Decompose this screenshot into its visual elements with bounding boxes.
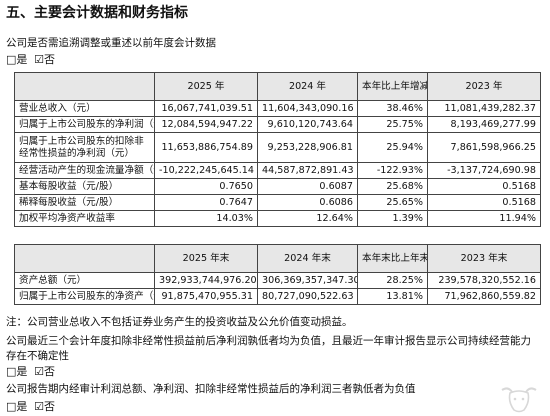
- checkbox-no[interactable]: ☑否: [34, 400, 55, 413]
- cell-change: 28.25%: [357, 272, 428, 289]
- cell-change: 1.39%: [357, 210, 428, 227]
- checkbox-no[interactable]: ☑否: [34, 53, 55, 66]
- cell-value: 0.7647: [154, 194, 258, 211]
- table-row: 归属于上市公司股东的净资产（元） 91,875,470,955.31 80,72…: [14, 288, 541, 305]
- cell-value: 9,610,120,743.64: [257, 116, 358, 133]
- cell-value: 9,253,228,906.81: [257, 132, 358, 163]
- note-negative-profit: 公司报告期内经审计利润总额、净利润、扣除非经常性损益后的净利润三者孰低者为负值: [6, 383, 416, 395]
- cell-change: 25.65%: [357, 194, 428, 211]
- cell-value: 44,587,872,891.43: [257, 162, 358, 179]
- cell-value: 11,081,439,282.37: [427, 100, 541, 117]
- row-label: 资产总额（元）: [14, 272, 155, 289]
- cell-value: 11,653,886,754.89: [154, 132, 258, 163]
- restate-question: 公司是否需追溯调整或重述以前年度会计数据: [6, 37, 216, 49]
- table-header-row: 2025 年 2024 年 本年比上年增减 2023 年: [14, 72, 541, 101]
- table-row: 营业总收入（元） 16,067,741,039.51 11,604,343,09…: [14, 100, 541, 117]
- table-row: 经营活动产生的现金流量净额（元） -10,222,245,645.14 44,5…: [14, 162, 541, 179]
- header-cell: 2025 年末: [154, 244, 258, 273]
- cell-value: 0.6086: [257, 194, 358, 211]
- cell-value: 91,875,470,955.31: [154, 288, 258, 305]
- row-label: 加权平均净资产收益率: [14, 210, 155, 227]
- cell-value: 392,933,744,976.20: [154, 272, 258, 289]
- row-label: 营业总收入（元）: [14, 100, 155, 117]
- cell-value: 71,962,860,559.82: [427, 288, 541, 305]
- cell-value: 12.64%: [257, 210, 358, 227]
- checkbox-no[interactable]: ☑否: [34, 365, 55, 378]
- cell-value: 11,604,343,090.16: [257, 100, 358, 117]
- cell-change: -122.93%: [357, 162, 428, 179]
- row-label: 归属于上市公司股东的扣除非经常性损益的净利润（元）: [14, 132, 155, 163]
- balance-indicators-table: 2025 年末 2024 年末 本年末比上年末增减 2023 年末 资产总额（元…: [14, 244, 541, 305]
- header-cell: 2023 年: [427, 72, 541, 101]
- cell-value: 0.7650: [154, 178, 258, 195]
- table-row: 归属于上市公司股东的净利润（元） 12,084,594,947.22 9,610…: [14, 116, 541, 133]
- cell-value: 239,578,320,552.16: [427, 272, 541, 289]
- cell-change: 13.81%: [357, 288, 428, 305]
- restate-options: □是 ☑否: [6, 53, 55, 67]
- cell-value: -3,137,724,690.98: [427, 162, 541, 179]
- cell-value: -10,222,245,645.14: [154, 162, 258, 179]
- cell-change: 25.75%: [357, 116, 428, 133]
- cell-value: 0.5168: [427, 178, 541, 195]
- cell-value: 0.5168: [427, 194, 541, 211]
- table-row: 稀释每股收益（元/股） 0.7647 0.6086 25.65% 0.5168: [14, 194, 541, 211]
- cell-value: 14.03%: [154, 210, 258, 227]
- cell-value: 7,861,598,966.25: [427, 132, 541, 163]
- cell-change: 25.94%: [357, 132, 428, 163]
- checkbox-yes[interactable]: □是: [6, 400, 28, 413]
- cell-change: 38.46%: [357, 100, 428, 117]
- row-label: 基本每股收益（元/股）: [14, 178, 155, 195]
- header-cell: 本年比上年增减: [357, 72, 428, 101]
- header-cell: 2023 年末: [427, 244, 541, 273]
- negative-profit-options: □是 ☑否: [6, 400, 55, 414]
- header-cell: [14, 72, 155, 101]
- header-cell: 2025 年: [154, 72, 258, 101]
- cell-change: 25.68%: [357, 178, 428, 195]
- row-label: 稀释每股收益（元/股）: [14, 194, 155, 211]
- checkbox-yes[interactable]: □是: [6, 53, 28, 66]
- cell-value: 0.6087: [257, 178, 358, 195]
- row-label: 经营活动产生的现金流量净额（元）: [14, 162, 155, 179]
- cell-value: 16,067,741,039.51: [154, 100, 258, 117]
- table-row: 资产总额（元） 392,933,744,976.20 306,369,357,3…: [14, 272, 541, 289]
- cell-value: 8,193,469,277.99: [427, 116, 541, 133]
- table-row: 归属于上市公司股东的扣除非经常性损益的净利润（元） 11,653,886,754…: [14, 132, 541, 163]
- header-cell: 本年末比上年末增减: [357, 244, 428, 273]
- table-row: 基本每股收益（元/股） 0.7650 0.6087 25.68% 0.5168: [14, 178, 541, 195]
- row-label: 归属于上市公司股东的净资产（元）: [14, 288, 155, 305]
- table-row: 加权平均净资产收益率 14.03% 12.64% 1.39% 11.94%: [14, 210, 541, 227]
- header-cell: 2024 年: [257, 72, 358, 101]
- cell-value: 12,084,594,947.22: [154, 116, 258, 133]
- cell-value: 80,727,090,522.63: [257, 288, 358, 305]
- note-going-concern: 公司最近三个会计年度扣除非经常性损益前后净利润孰低者均为负值，且最近一年审计报告…: [6, 335, 531, 362]
- section-title: 五、主要会计数据和财务指标: [6, 5, 188, 21]
- header-cell: 2024 年末: [257, 244, 358, 273]
- bull-watermark-icon: [501, 387, 537, 413]
- header-cell: [14, 244, 155, 273]
- cell-value: 11.94%: [427, 210, 541, 227]
- going-concern-options: □是 ☑否: [6, 365, 55, 379]
- note-revenue: 注：公司营业总收入不包括证券业务产生的投资收益及公允价值变动损益。: [6, 316, 353, 328]
- cell-value: 306,369,357,347.30: [257, 272, 358, 289]
- table-header-row: 2025 年末 2024 年末 本年末比上年末增减 2023 年末: [14, 244, 541, 273]
- row-label: 归属于上市公司股东的净利润（元）: [14, 116, 155, 133]
- financial-indicators-table: 2025 年 2024 年 本年比上年增减 2023 年 营业总收入（元） 16…: [14, 72, 541, 227]
- checkbox-yes[interactable]: □是: [6, 365, 28, 378]
